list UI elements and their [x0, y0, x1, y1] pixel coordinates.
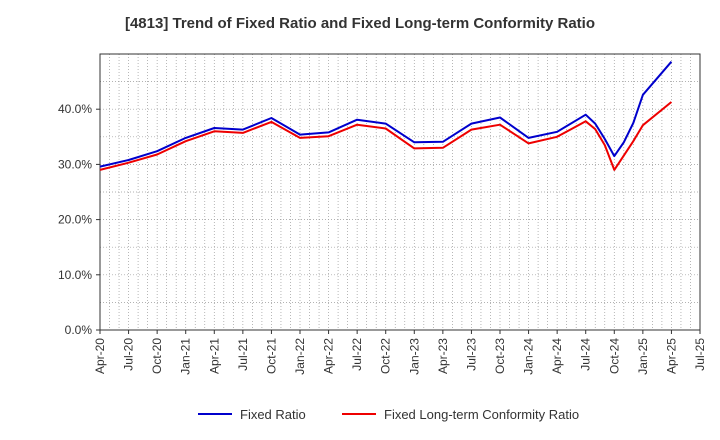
y-tick-label: 0.0%: [65, 323, 93, 337]
x-tick-label: Oct-21: [264, 338, 278, 374]
x-tick-label: Oct-24: [607, 338, 621, 374]
x-tick-label: Apr-22: [322, 338, 336, 374]
series-line-2: [99, 101, 673, 171]
x-tick-label: Jan-23: [407, 338, 421, 375]
x-tick-label: Jul-21: [236, 338, 250, 371]
x-tick-label: Apr-20: [93, 338, 107, 374]
legend-label-2: Fixed Long-term Conformity Ratio: [384, 407, 579, 422]
x-tick-label: Jul-20: [122, 338, 136, 371]
legend-label-1: Fixed Ratio: [240, 407, 306, 422]
x-tick-label: Jan-24: [522, 338, 536, 375]
x-tick-label: Jul-24: [579, 338, 593, 371]
y-tick-label: 40.0%: [58, 102, 92, 116]
y-tick-label: 10.0%: [58, 268, 92, 282]
y-tick-label: 20.0%: [58, 213, 92, 227]
grid: [100, 54, 700, 330]
x-tick-label: Apr-21: [207, 338, 221, 374]
chart-title: [4813] Trend of Fixed Ratio and Fixed Lo…: [125, 15, 595, 32]
y-tick-label: 30.0%: [58, 157, 92, 171]
x-tick-label: Jul-22: [350, 338, 364, 371]
x-tick-label: Apr-24: [550, 338, 564, 374]
x-axis: Apr-20 Jul-20 Oct-20 Jan-21 Apr-21 Jul-21 Oct-…: [93, 330, 707, 375]
x-tick-label: Jul-23: [464, 338, 478, 371]
x-tick-label: Oct-22: [379, 338, 393, 374]
series: [99, 61, 673, 171]
legend: Fixed Ratio Fixed Long-term Conformity Ra…: [198, 407, 579, 422]
x-tick-label: Oct-20: [150, 338, 164, 374]
x-tick-label: Jan-25: [636, 338, 650, 375]
x-tick-label: Apr-23: [436, 338, 450, 374]
x-tick-label: Apr-25: [664, 338, 678, 374]
x-tick-label: Jan-22: [293, 338, 307, 375]
x-tick-label: Oct-23: [493, 338, 507, 374]
x-tick-label: Jul-25: [693, 338, 707, 371]
y-axis: 0.0% 10.0% 20.0% 30.0% 40.0%: [58, 102, 100, 337]
series-line-1: [99, 61, 673, 168]
plot-frame: [99, 53, 701, 331]
x-tick-label: Jan-21: [179, 338, 193, 375]
